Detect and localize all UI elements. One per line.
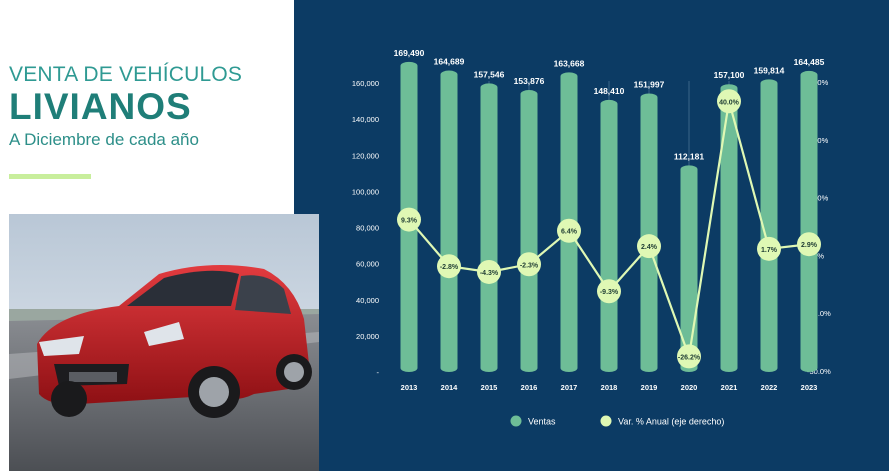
bar-value-label: 153,876 — [514, 76, 545, 86]
line-point-label: 1.7% — [761, 247, 778, 254]
y-left-tick-label: 160,000 — [352, 79, 379, 88]
subtitle: A Diciembre de cada año — [9, 130, 199, 149]
bar-value-label: 169,490 — [394, 48, 425, 58]
line-point-label: 40.0% — [719, 99, 740, 106]
line-point-label: 2.9% — [801, 242, 818, 249]
legend-ventas-label: Ventas — [528, 417, 556, 427]
x-tick-label: 2019 — [641, 383, 658, 392]
line-point — [637, 234, 661, 259]
y-left-tick-label: 40,000 — [356, 296, 379, 305]
y-right-tick-label: 15.0% — [807, 194, 829, 203]
line-point — [477, 259, 501, 284]
x-tick-label: 2023 — [801, 383, 818, 392]
y-left-tick-label: 100,000 — [352, 187, 379, 196]
sales-chart: - 20,000 40,000 60,000 80,000 100,000 120,000 1… — [352, 48, 831, 427]
bar-value-label: 164,485 — [794, 57, 825, 67]
line-point — [557, 218, 581, 243]
line-point — [517, 252, 541, 277]
y-left-tick-label: 120,000 — [352, 151, 379, 160]
y-right-tick-label: 45.0% — [807, 78, 829, 87]
bar — [720, 84, 738, 372]
line-point — [597, 279, 621, 304]
bar-value-label: 148,410 — [594, 86, 625, 96]
legend-var-label: Var. % Anual (eje derecho) — [618, 417, 724, 427]
accent-underline — [9, 174, 91, 179]
bar — [800, 70, 818, 372]
bar-value-label: 163,668 — [554, 58, 585, 68]
y-left-tick-label: - — [377, 368, 380, 377]
line-point-label: 9.3% — [401, 218, 418, 225]
line-point-label: -9.3% — [600, 289, 619, 296]
x-tick-label: 2018 — [601, 383, 618, 392]
x-tick-label: 2016 — [521, 383, 538, 392]
bar-value-label: 151,997 — [634, 79, 665, 89]
y-right-tick-label: 30.0% — [807, 136, 829, 145]
legend-ventas-swatch — [510, 415, 522, 427]
x-tick-label: 2020 — [681, 383, 698, 392]
x-tick-label: 2014 — [441, 383, 459, 392]
line-point-label: -26.2% — [678, 354, 701, 361]
line-point — [797, 232, 821, 257]
x-tick-label: 2015 — [481, 383, 498, 392]
bar-value-label: 157,100 — [714, 70, 745, 80]
bar — [760, 79, 778, 372]
bar — [480, 83, 498, 372]
line-point — [717, 89, 741, 114]
line-point-label: 2.4% — [641, 244, 658, 251]
x-tick-label: 2021 — [721, 383, 738, 392]
line-point-label: -2.3% — [520, 262, 539, 269]
bar — [640, 93, 658, 373]
y-right-tick-label: -30.0% — [807, 367, 831, 376]
line-point — [437, 254, 461, 279]
y-left-tick-label: 20,000 — [356, 332, 379, 341]
line-point — [677, 344, 701, 369]
title-line2: LIVIANOS — [9, 86, 192, 127]
bar-value-label: 157,546 — [474, 69, 505, 79]
y-left-tick-label: 80,000 — [356, 224, 379, 233]
bar-value-label: 164,689 — [434, 57, 465, 67]
bar — [520, 90, 538, 373]
x-tick-label: 2017 — [561, 383, 578, 392]
bar — [600, 99, 618, 372]
red-hatchback-car-photo-icon — [9, 214, 319, 471]
line-point — [757, 236, 781, 261]
line-point-label: -4.3% — [480, 270, 499, 277]
x-tick-label: 2022 — [761, 383, 778, 392]
line-point — [397, 207, 421, 232]
bar — [440, 70, 458, 373]
y-right-tick-label: -15.0% — [807, 309, 831, 318]
y-left-tick-label: 140,000 — [352, 115, 379, 124]
title-line1: VENTA DE VEHÍCULOS — [9, 63, 243, 86]
bar-value-label: 159,814 — [754, 65, 785, 75]
y-left-tick-label: 60,000 — [356, 260, 379, 269]
legend-var-swatch — [600, 415, 612, 427]
car-photo — [9, 214, 319, 471]
bar-value-label: 112,181 — [674, 151, 705, 161]
x-tick-label: 2013 — [401, 383, 418, 392]
line-point-label: 6.4% — [561, 229, 578, 236]
bar — [680, 165, 698, 372]
line-point-label: -2.8% — [440, 264, 459, 271]
chart-panel: - 20,000 40,000 60,000 80,000 100,000 120,000 1… — [294, 0, 889, 471]
